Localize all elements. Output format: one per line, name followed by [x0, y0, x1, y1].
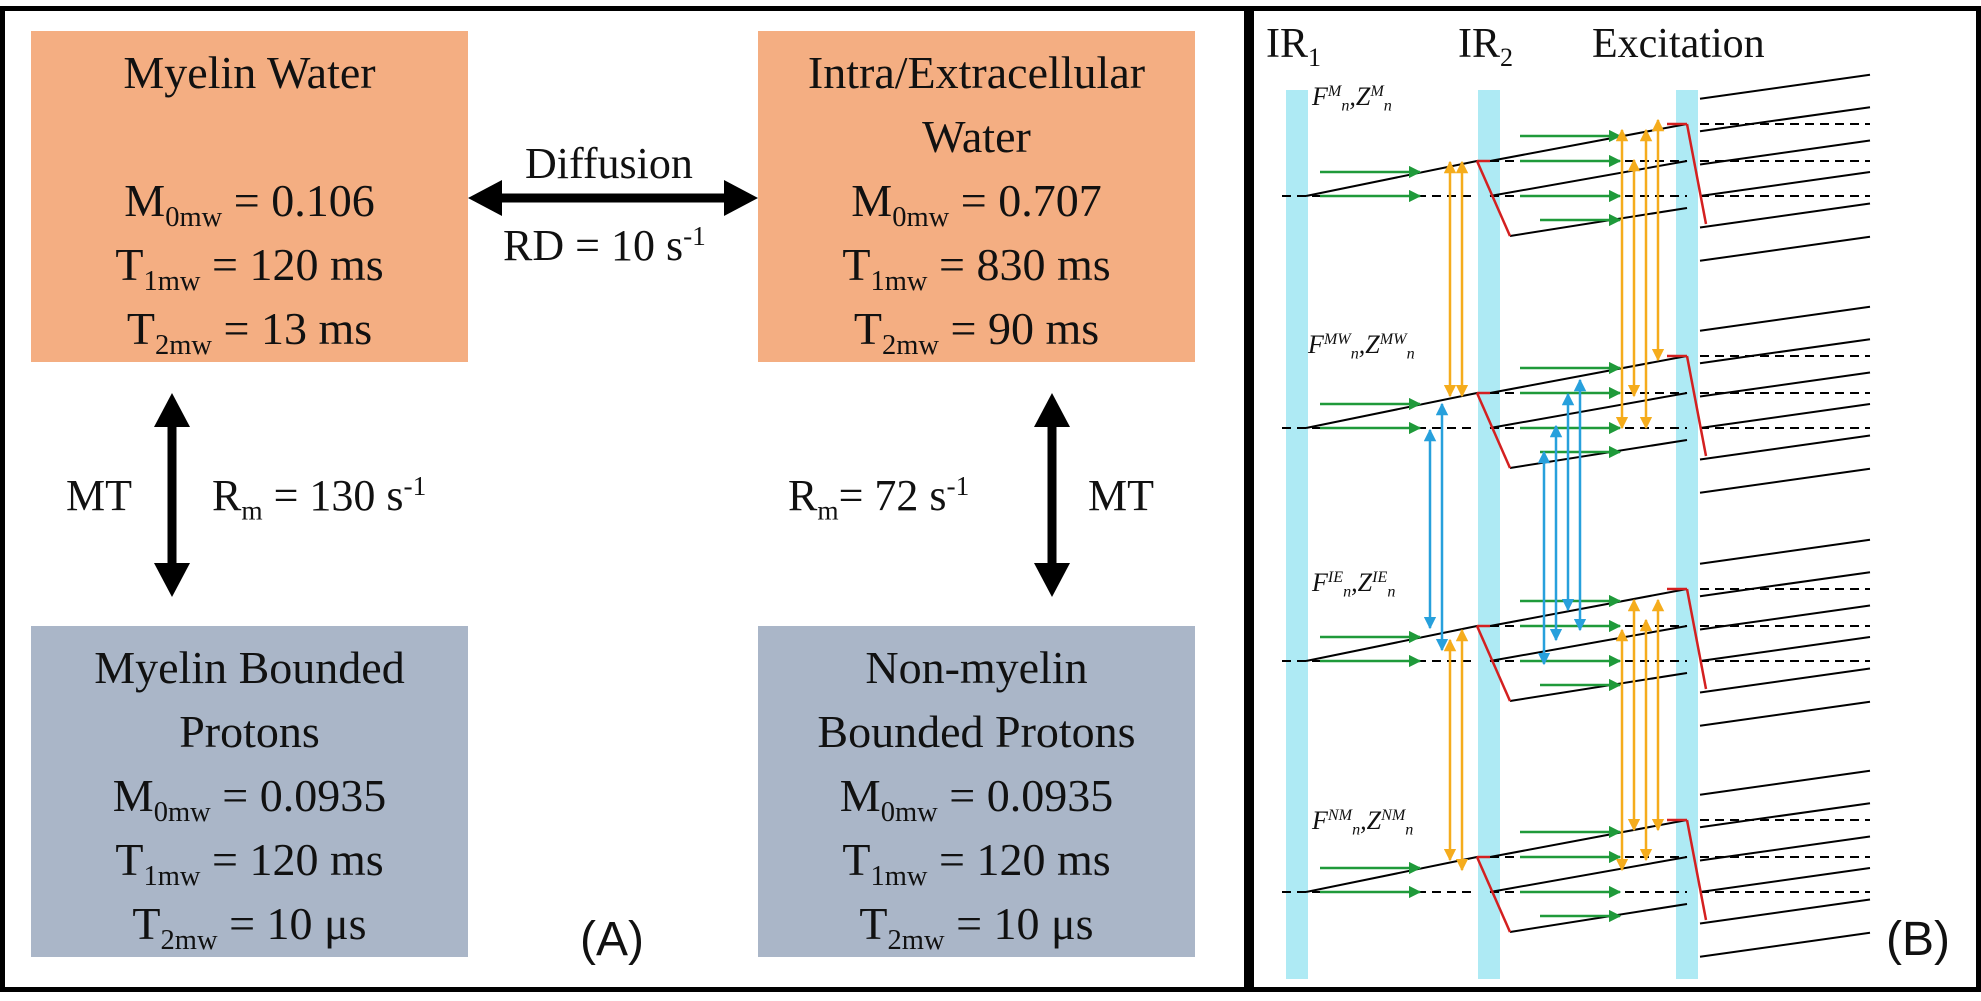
- myelin-water-t1: T1mw = 120 ms: [115, 239, 384, 297]
- excitation-label: Excitation: [1592, 21, 1765, 67]
- row4-f-branch-c: [1509, 903, 1688, 933]
- myelin-bounded-t2: T2mw = 10 μs: [132, 898, 367, 956]
- row2-post-line-0: [1699, 305, 1871, 332]
- row2-red-diag-exc: [1685, 355, 1708, 457]
- pulse-band-2: [1478, 90, 1500, 979]
- row1-post-line-1: [1699, 106, 1871, 133]
- row1-post-line-3: [1699, 171, 1871, 197]
- mt-label-left: MT: [66, 471, 132, 520]
- ir1-label: IR1: [1266, 21, 1322, 73]
- panel-a-frame: [0, 6, 1249, 992]
- ie-water-box: Intra/Extracellular Water M0mw = 0.707 T…: [758, 31, 1195, 362]
- ie-water-title-1: Intra/Extracellular: [807, 47, 1146, 98]
- row2-post-line-5: [1699, 467, 1871, 494]
- row2-red-diag-ir2: [1475, 392, 1512, 469]
- myelin-bounded-box: Myelin Bounded Protons M0mw = 0.0935 T1m…: [31, 626, 468, 957]
- row1-post-line-4: [1699, 202, 1871, 229]
- mt-arrow-left-head-up: [154, 393, 190, 427]
- panel-b-frame: [1249, 6, 1981, 992]
- row4-post-line-5: [1699, 931, 1871, 958]
- myelin-bounded-title-2: Protons: [179, 706, 320, 757]
- row2-f-branch-a: [1489, 355, 1688, 394]
- panel-b-tag: (B): [1886, 913, 1950, 966]
- row-label-ie: FIEn,ZIEn: [1312, 568, 1396, 601]
- nonmyelin-bounded-t1: T1mw = 120 ms: [842, 834, 1111, 892]
- myelin-water-box: Myelin Water M0mw = 0.106 T1mw = 120 ms …: [31, 31, 468, 362]
- row4-post-line-4: [1699, 898, 1871, 925]
- nonmyelin-bounded-title-1: Non-myelin: [865, 642, 1088, 693]
- row4-post-line-0: [1699, 769, 1871, 796]
- ie-water-title-2: Water: [922, 111, 1031, 162]
- row3-post-line-4: [1699, 667, 1871, 694]
- ie-water-m0: M0mw = 0.707: [851, 175, 1102, 233]
- row2-post-line-1: [1699, 338, 1871, 365]
- rm-label-left: Rm = 130 s-1: [212, 471, 427, 526]
- ie-water-t1: T1mw = 830 ms: [842, 239, 1111, 297]
- row3-f-branch-a: [1489, 588, 1688, 627]
- panel-a-tag: (A): [580, 913, 644, 966]
- myelin-bounded-m0: M0mw = 0.0935: [112, 770, 387, 828]
- row4-f-branch-b: [1489, 856, 1688, 893]
- mt-arrow-right-head-down: [1034, 563, 1070, 597]
- row1-f-branch-c: [1509, 207, 1688, 237]
- rm-label-right: Rm= 72 s-1: [788, 471, 970, 526]
- ie-water-t2: T2mw = 90 ms: [853, 303, 1100, 361]
- row3-post-line-3: [1699, 636, 1871, 662]
- row-label-nm: FNMn,ZNMn: [1312, 806, 1414, 839]
- pulse-band-3: [1676, 90, 1698, 979]
- row2-post-line-4: [1699, 434, 1871, 461]
- row3-red-diag-exc: [1685, 588, 1708, 690]
- diffusion-arrowhead-right: [724, 180, 758, 216]
- rd-label: RD = 10 s-1: [503, 221, 706, 270]
- row3-post-line-2: [1699, 604, 1871, 631]
- nonmyelin-bounded-box: Non-myelin Bounded Protons M0mw = 0.0935…: [758, 626, 1195, 957]
- row3-post-line-1: [1699, 571, 1871, 598]
- myelin-bounded-t1: T1mw = 120 ms: [115, 834, 384, 892]
- row1-f0-branch-1: [1305, 160, 1478, 197]
- row4-post-line-3: [1699, 867, 1871, 893]
- pulse-band-1: [1286, 90, 1308, 979]
- row4-red-diag-exc: [1685, 819, 1708, 921]
- row1-post-line-5: [1699, 235, 1871, 262]
- row2-f-branch-b: [1489, 392, 1688, 429]
- mt-arrow-right-head-up: [1034, 393, 1070, 427]
- myelin-bounded-title-1: Myelin Bounded: [94, 642, 405, 693]
- row3-f-branch-c: [1509, 672, 1688, 702]
- row1-post-line-0: [1699, 73, 1871, 100]
- row-label-m: FMn,ZMn: [1312, 82, 1392, 115]
- myelin-water-t2: T2mw = 13 ms: [126, 303, 373, 361]
- row2-post-line-2: [1699, 371, 1871, 398]
- row4-post-line-1: [1699, 802, 1871, 829]
- panel-a-arrows: [154, 180, 1070, 597]
- row3-post-line-0: [1699, 538, 1871, 565]
- row3-red-diag-ir2: [1475, 625, 1512, 702]
- row2-f-branch-c: [1509, 439, 1688, 469]
- row4-post-line-2: [1699, 835, 1871, 862]
- mt-label-right: MT: [1088, 471, 1154, 520]
- mt-arrow-left-head-down: [154, 563, 190, 597]
- row4-f0-branch-1: [1305, 856, 1478, 893]
- diffusion-label: Diffusion: [525, 139, 693, 188]
- nonmyelin-bounded-t2: T2mw = 10 μs: [859, 898, 1094, 956]
- row1-red-diag-exc: [1685, 123, 1708, 225]
- ir2-label: IR2: [1458, 21, 1514, 73]
- nonmyelin-bounded-title-2: Bounded Protons: [817, 706, 1136, 757]
- myelin-water-m0: M0mw = 0.106: [124, 175, 375, 233]
- row2-post-line-3: [1699, 403, 1871, 429]
- row-label-mw: FMWn,ZMWn: [1308, 330, 1415, 363]
- nonmyelin-bounded-m0: M0mw = 0.0935: [839, 770, 1114, 828]
- row2-f0-branch-1: [1305, 392, 1478, 429]
- diffusion-arrowhead-left: [468, 180, 502, 216]
- row1-post-line-2: [1699, 139, 1871, 166]
- row3-post-line-5: [1699, 700, 1871, 727]
- row3-f0-branch-1: [1305, 625, 1478, 662]
- myelin-water-title: Myelin Water: [123, 47, 376, 98]
- row1-red-diag-ir2: [1475, 160, 1512, 237]
- row4-red-diag-ir2: [1475, 856, 1512, 933]
